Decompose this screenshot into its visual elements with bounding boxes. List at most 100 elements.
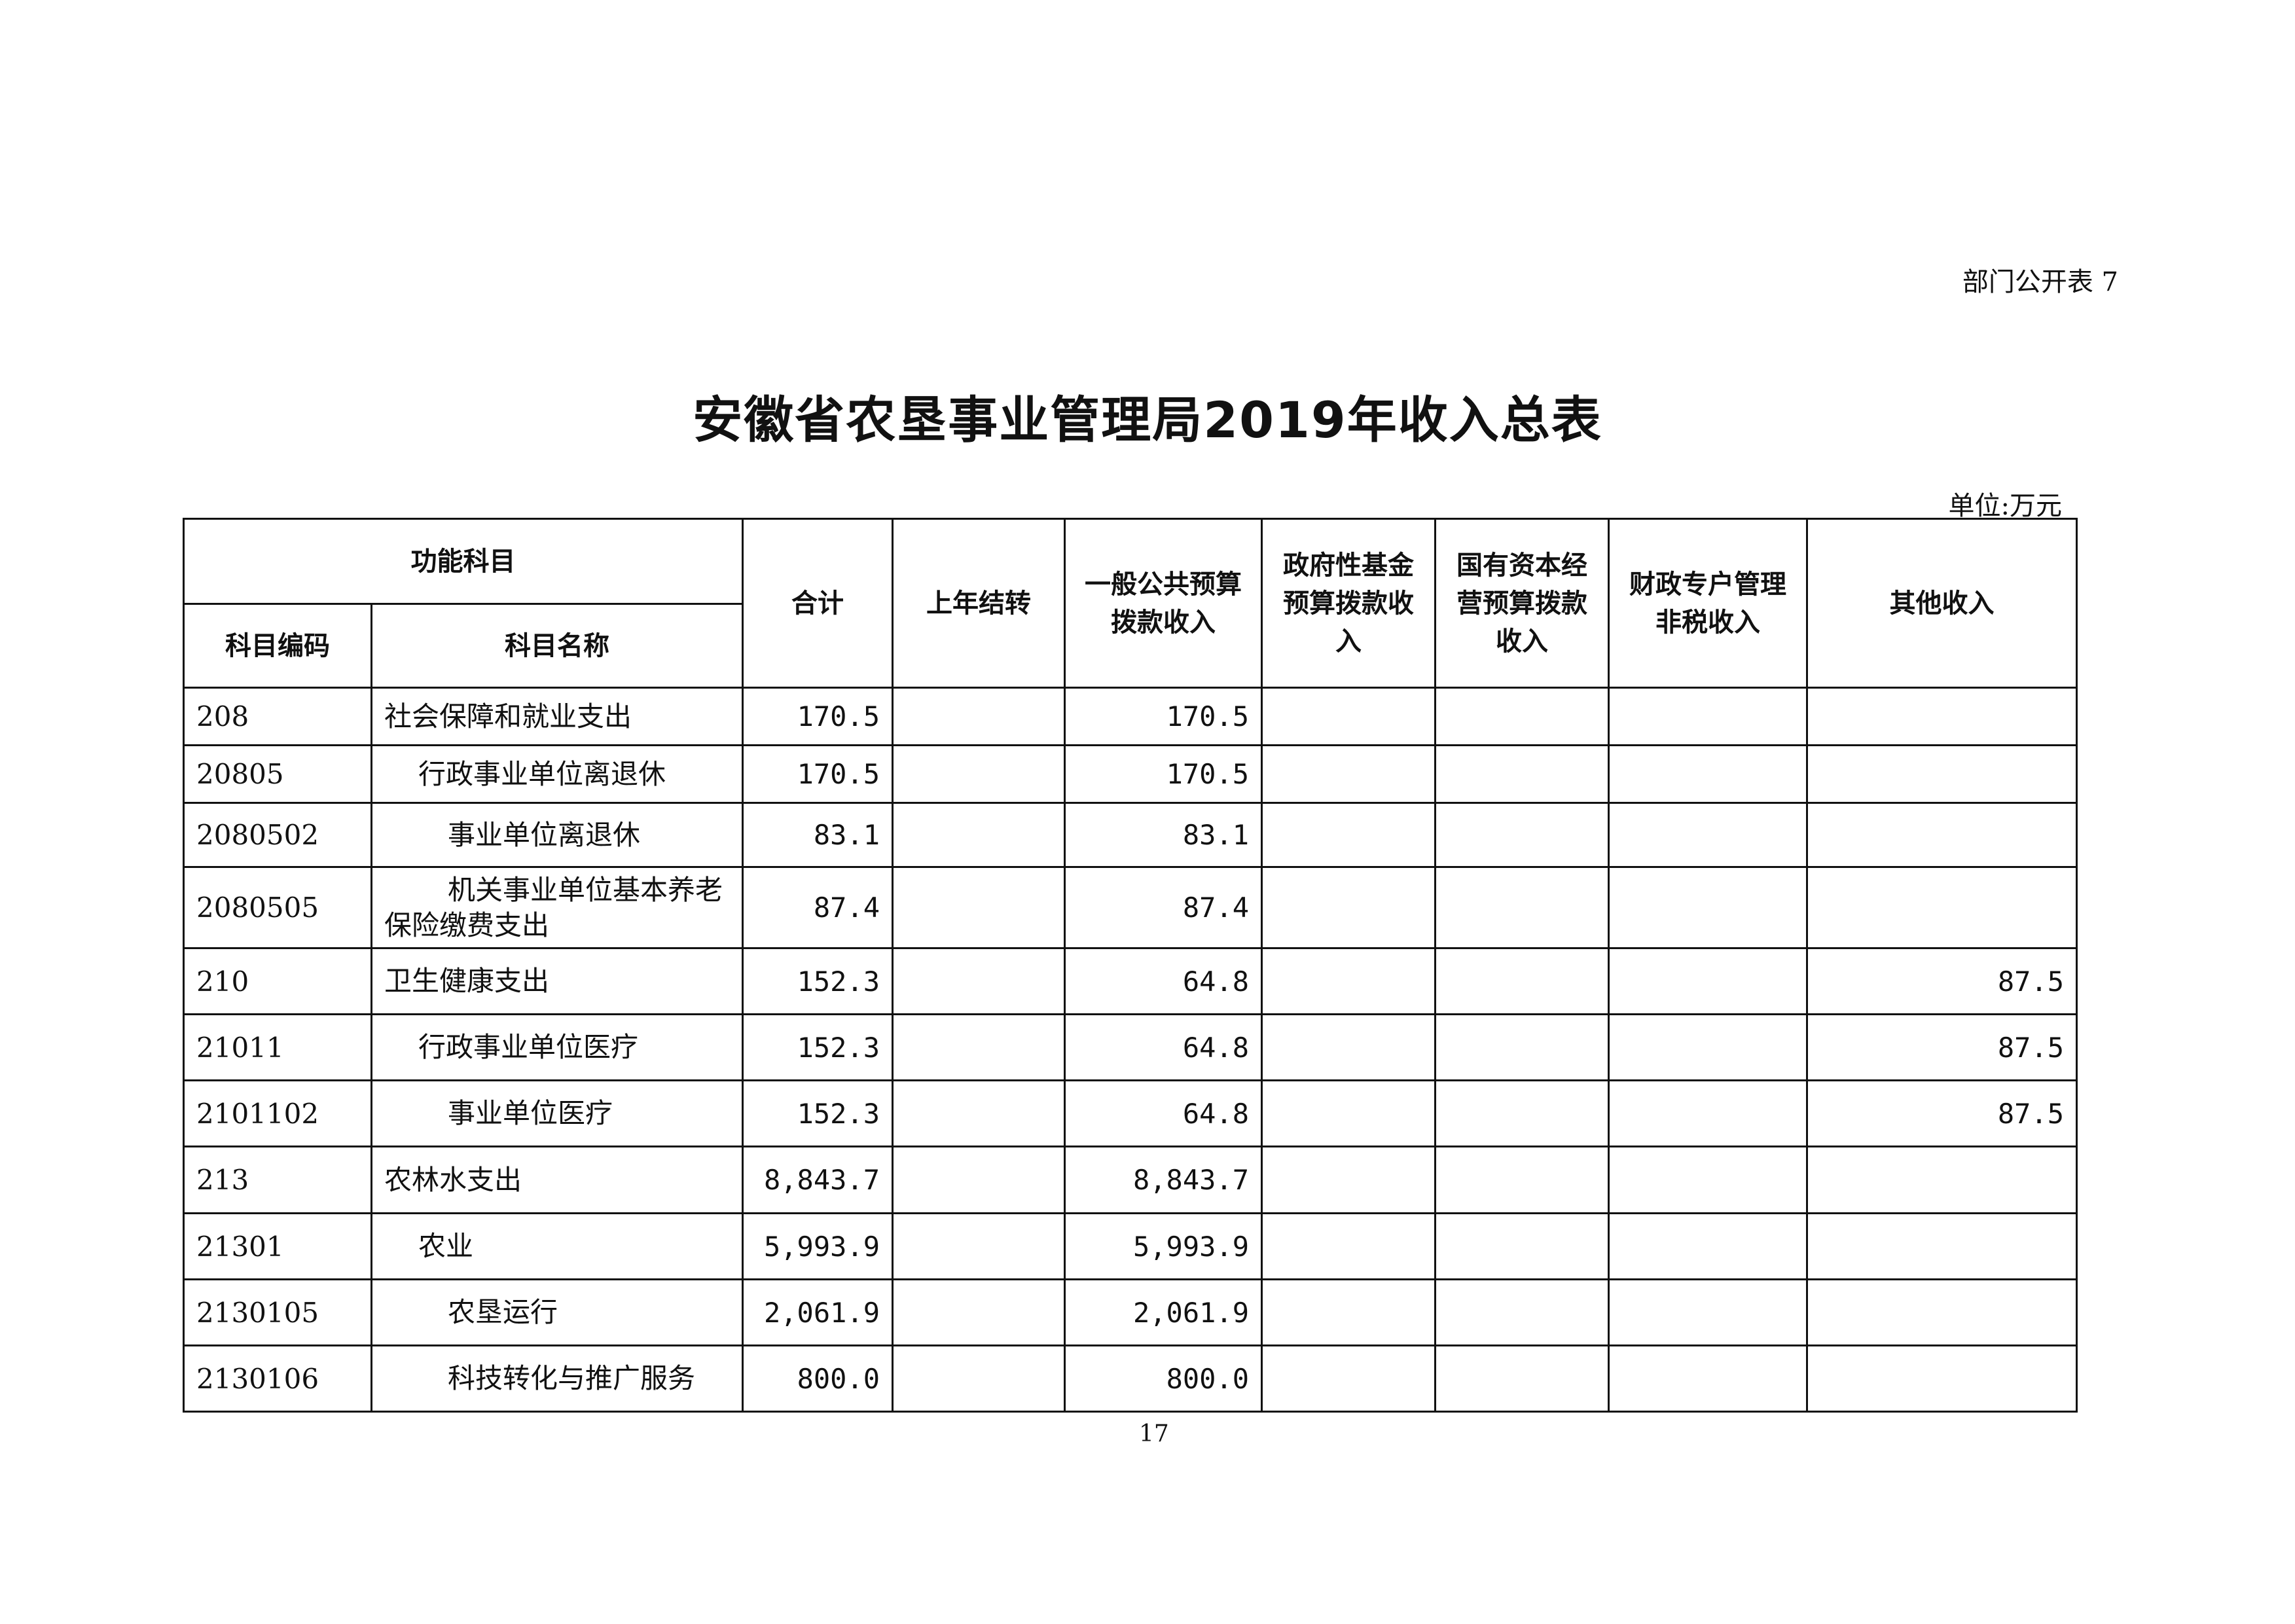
table-row: 2080502 事业单位离退休 83.1 83.1 — [183, 802, 2078, 868]
cell-state-capital — [1434, 802, 1610, 868]
table-row: 210 卫生健康支出 152.3 64.8 87.5 — [183, 947, 2078, 1015]
page-title: 安徽省农垦事业管理局2019年收入总表 — [693, 391, 1602, 449]
cell-name: 行政事业单位医疗 — [370, 1013, 744, 1081]
table-row: 2130105 农垦运行 2,061.9 2,061.9 — [183, 1278, 2078, 1346]
cell-other: 87.5 — [1806, 1013, 2078, 1081]
cell-total: 152.3 — [742, 1079, 894, 1147]
cell-other — [1806, 744, 2078, 804]
cell-general: 800.0 — [1064, 1344, 1263, 1413]
col-header: 一般公共预算拨款收入 — [1064, 518, 1263, 689]
cell-other — [1806, 1278, 2078, 1346]
cell-general: 8,843.7 — [1064, 1146, 1263, 1214]
cell-special-account — [1608, 1278, 1808, 1346]
cell-special-account — [1608, 1013, 1808, 1081]
table-row: 213 农林水支出 8,843.7 8,843.7 — [183, 1146, 2078, 1214]
col-header: 科目编码 — [183, 603, 372, 689]
cell-total: 152.3 — [742, 947, 894, 1015]
table-row: 21301 农业 5,993.9 5,993.9 — [183, 1212, 2078, 1280]
cell-other — [1806, 1146, 2078, 1214]
cell-special-account — [1608, 744, 1808, 804]
cell-general: 64.8 — [1064, 1079, 1263, 1147]
cell-code: 2080505 — [183, 866, 372, 949]
unit-label: 单位:万元 — [1948, 491, 2062, 521]
col-header: 其他收入 — [1806, 518, 2078, 689]
cell-general: 64.8 — [1064, 947, 1263, 1015]
cell-special-account — [1608, 1212, 1808, 1280]
cell-fund — [1261, 1212, 1436, 1280]
cell-general: 5,993.9 — [1064, 1212, 1263, 1280]
cell-name: 农业 — [370, 1212, 744, 1280]
cell-total: 800.0 — [742, 1344, 894, 1413]
cell-name: 行政事业单位离退休 — [370, 744, 744, 804]
cell-name: 机关事业单位基本养老保险缴费支出 — [370, 866, 744, 949]
cell-state-capital — [1434, 1344, 1610, 1413]
cell-total: 8,843.7 — [742, 1146, 894, 1214]
table-row: 2080505 机关事业单位基本养老保险缴费支出 87.4 87.4 — [183, 866, 2078, 949]
cell-other: 87.5 — [1806, 947, 2078, 1015]
cell-code: 2101102 — [183, 1079, 372, 1147]
cell-total: 170.5 — [742, 744, 894, 804]
table-row: 21011 行政事业单位医疗 152.3 64.8 87.5 — [183, 1013, 2078, 1081]
cell-code: 213 — [183, 1146, 372, 1214]
cell-carryover — [892, 947, 1066, 1015]
cell-total: 152.3 — [742, 1013, 894, 1081]
cell-name: 社会保障和就业支出 — [370, 687, 744, 746]
cell-code: 21011 — [183, 1013, 372, 1081]
cell-fund — [1261, 1079, 1436, 1147]
cell-state-capital — [1434, 866, 1610, 949]
cell-other — [1806, 1344, 2078, 1413]
cell-name: 事业单位医疗 — [370, 1079, 744, 1147]
cell-special-account — [1608, 687, 1808, 746]
cell-name: 事业单位离退休 — [370, 802, 744, 868]
cell-fund — [1261, 1146, 1436, 1214]
cell-state-capital — [1434, 947, 1610, 1015]
cell-other — [1806, 802, 2078, 868]
col-header: 政府性基金预算拨款收入 — [1261, 518, 1436, 689]
cell-state-capital — [1434, 1013, 1610, 1081]
cell-carryover — [892, 687, 1066, 746]
cell-carryover — [892, 1146, 1066, 1214]
cell-fund — [1261, 1013, 1436, 1081]
col-header: 财政专户管理非税收入 — [1608, 518, 1808, 689]
col-header: 国有资本经营预算拨款收入 — [1434, 518, 1610, 689]
cell-carryover — [892, 1013, 1066, 1081]
cell-fund — [1261, 744, 1436, 804]
cell-name: 农垦运行 — [370, 1278, 744, 1346]
cell-special-account — [1608, 1344, 1808, 1413]
cell-total: 170.5 — [742, 687, 894, 746]
col-header: 上年结转 — [892, 518, 1066, 689]
cell-fund — [1261, 1344, 1436, 1413]
cell-carryover — [892, 744, 1066, 804]
cell-total: 87.4 — [742, 866, 894, 949]
cell-state-capital — [1434, 744, 1610, 804]
cell-special-account — [1608, 1079, 1808, 1147]
cell-other — [1806, 866, 2078, 949]
cell-carryover — [892, 1079, 1066, 1147]
cell-general: 83.1 — [1064, 802, 1263, 868]
table-row: 2101102 事业单位医疗 152.3 64.8 87.5 — [183, 1079, 2078, 1147]
cell-total: 83.1 — [742, 802, 894, 868]
cell-special-account — [1608, 1146, 1808, 1214]
cell-general: 2,061.9 — [1064, 1278, 1263, 1346]
cell-code: 210 — [183, 947, 372, 1015]
cell-carryover — [892, 1278, 1066, 1346]
cell-fund — [1261, 866, 1436, 949]
cell-name: 科技转化与推广服务 — [370, 1344, 744, 1413]
cell-name: 卫生健康支出 — [370, 947, 744, 1015]
table-row: 20805 行政事业单位离退休 170.5 170.5 — [183, 744, 2078, 804]
table-row: 2130106 科技转化与推广服务 800.0 800.0 — [183, 1344, 2078, 1413]
cell-general: 170.5 — [1064, 744, 1263, 804]
table-row: 208 社会保障和就业支出 170.5 170.5 — [183, 687, 2078, 746]
cell-carryover — [892, 1212, 1066, 1280]
cell-code: 21301 — [183, 1212, 372, 1280]
page-number: 17 — [1139, 1420, 1169, 1447]
cell-fund — [1261, 802, 1436, 868]
cell-carryover — [892, 866, 1066, 949]
cell-state-capital — [1434, 1212, 1610, 1280]
cell-fund — [1261, 687, 1436, 746]
cell-state-capital — [1434, 687, 1610, 746]
cell-other: 87.5 — [1806, 1079, 2078, 1147]
cell-fund — [1261, 947, 1436, 1015]
cell-carryover — [892, 802, 1066, 868]
cell-code: 208 — [183, 687, 372, 746]
